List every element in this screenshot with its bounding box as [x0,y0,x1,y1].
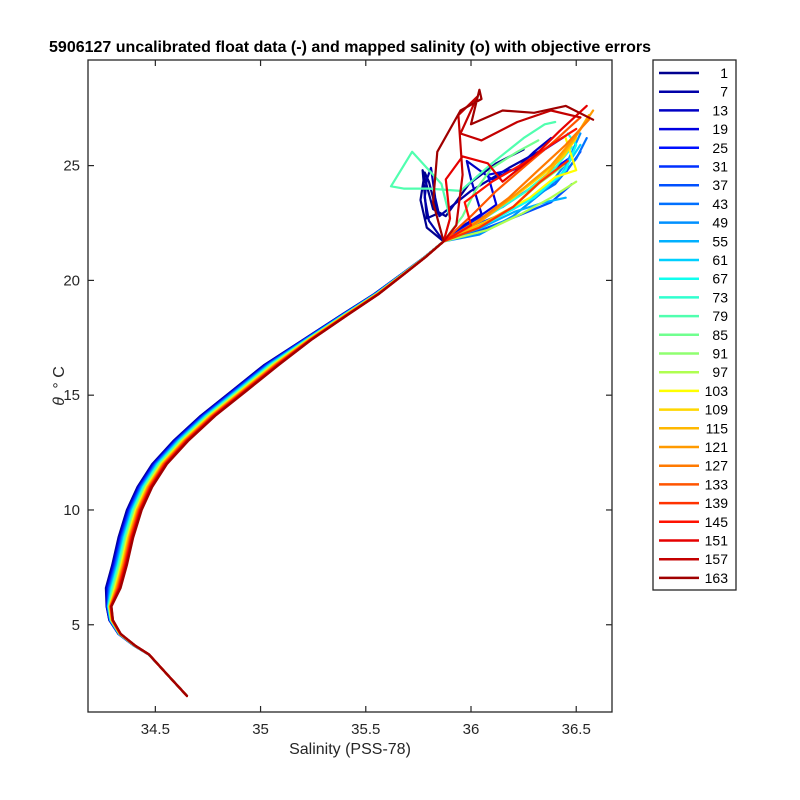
legend-item-85: 85 [659,327,728,343]
x-axis: 34.5 35 35.5 36 36.5 [141,60,591,738]
series-line-133 [109,116,582,698]
legend-label: 37 [712,177,728,193]
series-line-91 [108,164,565,698]
legend-label: 127 [705,458,729,474]
legend-item-115: 115 [659,420,728,436]
legend-item-145: 145 [659,514,728,530]
legend-item-151: 151 [659,533,728,549]
svg-text:θ ° C: θ ° C [51,366,68,406]
legend-label: 13 [712,102,728,118]
y-tick-label: 25 [63,158,80,175]
legend-item-91: 91 [659,346,728,362]
legend-item-133: 133 [659,476,728,492]
y-axis-label: θ ° C [51,366,68,406]
series-line-139 [109,159,569,698]
legend-label: 61 [712,252,728,268]
x-tick-label: 35 [252,721,269,738]
legend-item-121: 121 [659,439,728,455]
y-tick-label: 5 [72,617,80,634]
y-axis-label-symbol: θ [51,397,68,406]
legend-label: 97 [712,364,728,380]
legend-label: 67 [712,271,728,287]
legend-item-127: 127 [659,458,728,474]
legend-label: 55 [712,233,728,249]
series-line-25 [106,155,574,698]
legend-label: 109 [705,402,729,418]
legend-label: 79 [712,308,728,324]
x-tick-label: 36.5 [562,721,591,738]
y-tick-label: 20 [63,272,80,289]
legend-label: 25 [712,140,728,156]
series-line-67 [107,132,578,698]
legend-item-7: 7 [659,84,728,100]
series-lines [104,88,595,698]
legend-item-163: 163 [659,570,728,586]
y-axis-label-unit: ° C [51,366,68,388]
legend-item-157: 157 [659,551,728,567]
legend-label: 49 [712,215,728,231]
legend-label: 7 [720,84,728,100]
y-tick-label: 10 [63,502,80,519]
series-line-49 [106,132,582,698]
x-tick-label: 35.5 [351,721,380,738]
legend-label: 103 [705,383,729,399]
legend-item-139: 139 [659,495,728,511]
legend-item-31: 31 [659,159,728,175]
legend-label: 91 [712,346,728,362]
legend-item-79: 79 [659,308,728,324]
legend-item-61: 61 [659,252,728,268]
series-line-31 [106,150,582,698]
x-tick-label: 34.5 [141,721,170,738]
legend-label: 163 [705,570,729,586]
legend-item-67: 67 [659,271,728,287]
legend-item-103: 103 [659,383,728,399]
legend-label: 1 [720,65,728,81]
legend-label: 151 [705,533,729,549]
legend-item-55: 55 [659,233,728,249]
legend-item-109: 109 [659,402,728,418]
legend-item-25: 25 [659,140,728,156]
legend-label: 115 [706,420,729,436]
legend-label: 139 [705,495,729,511]
series-line-73 [107,146,574,698]
legend-item-37: 37 [659,177,728,193]
series-line-43 [106,137,588,698]
legend-label: 31 [712,159,728,175]
legend-item-97: 97 [659,364,728,380]
series-line-157 [110,95,582,698]
series-line-61 [107,143,582,698]
legend-item-19: 19 [659,121,728,137]
legend-item-73: 73 [659,289,728,305]
legend-label: 85 [712,327,728,343]
legend-item-13: 13 [659,102,728,118]
legend-label: 43 [712,196,728,212]
legend-item-1: 1 [659,65,728,81]
axes-box [87,59,613,713]
legend-label: 145 [705,514,729,530]
legend-label: 157 [705,551,729,567]
x-tick-label: 36 [463,721,480,738]
legend-label: 121 [705,439,729,455]
legend-label: 19 [712,121,728,137]
series-line-163 [110,88,595,698]
legend-item-49: 49 [659,215,728,231]
y-tick-label: 15 [63,387,80,404]
legend-item-43: 43 [659,196,728,212]
legend: 1 7 13 19 25 31 37 43 49 55 61 67 73 79 85 91 97 103 109 11… [652,59,737,591]
series-line-79 [107,120,557,698]
legend-label: 73 [712,289,728,305]
y-axis: 5 10 15 20 25 [63,158,612,634]
x-axis-label: Salinity (PSS-78) [289,741,411,758]
chart-title: 5906127 uncalibrated float data (-) and … [49,39,651,56]
legend-label: 133 [705,476,729,492]
